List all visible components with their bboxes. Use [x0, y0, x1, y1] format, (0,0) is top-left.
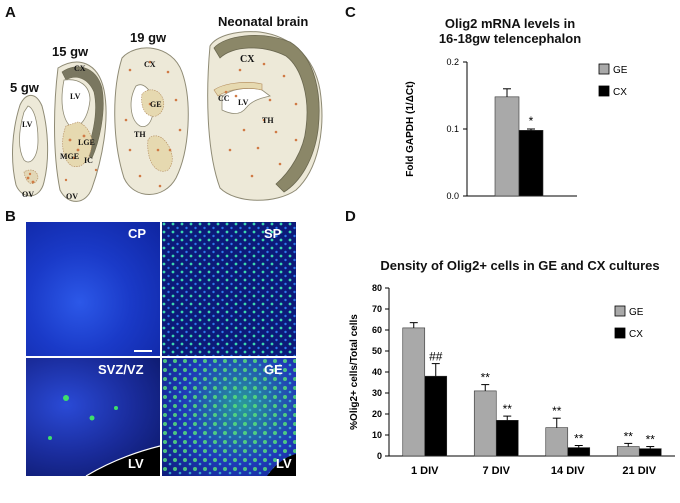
micrograph-label-sp: SP	[264, 226, 282, 241]
region-neonatal-lv: LV	[238, 98, 249, 107]
micrograph-svz-vz	[26, 358, 160, 476]
brain-15gw-ge	[62, 121, 93, 167]
brain-19gw-lower-ge	[147, 135, 173, 172]
region-15gw-ov: OV	[66, 192, 78, 201]
panel-letter-a: A	[5, 4, 16, 21]
brain-neonatal-ventricle	[221, 88, 271, 114]
chart-d-category-label: 21 DIV	[622, 465, 656, 477]
chart-d-tick-label: 0	[377, 451, 382, 461]
micrograph-label-cp: CP	[128, 226, 147, 241]
chart-d-bar-ge	[545, 427, 569, 457]
stage-label-5gw: 5 gw	[10, 80, 39, 95]
micrograph-sp	[162, 222, 296, 356]
region-5gw-lv: LV	[22, 120, 33, 129]
chart-d: 0 10 20 30 40 50 60 70 80 %Olig2+ cells/Total cel…	[349, 283, 675, 477]
region-19gw-ge: GE	[150, 100, 162, 109]
olig2-cell-dots	[26, 60, 298, 188]
chart-d-annotation: **	[552, 404, 562, 418]
chart-c-legend-swatch-ge	[598, 63, 610, 75]
chart-d-category-label: 7 DIV	[482, 465, 510, 477]
brain-neonatal-cortex	[213, 35, 320, 193]
chart-d-bar-ge	[616, 446, 640, 457]
chart-d-legend-swatch-cx	[614, 327, 626, 339]
micrograph-label-lv-1: LV	[128, 456, 144, 471]
region-15gw-cx: CX	[74, 64, 86, 73]
chart-d-annotation: **	[481, 371, 491, 385]
brain-5gw-ventricle	[19, 105, 39, 163]
stage-label-19gw: 19 gw	[130, 30, 167, 45]
chart-d-annotation: **	[646, 433, 656, 447]
chart-d-annotation: **	[624, 429, 634, 443]
svz-overlay	[48, 395, 160, 476]
chart-c-tick-label: 0.1	[446, 124, 459, 134]
stage-label-neonatal: Neonatal brain	[218, 14, 309, 29]
region-19gw-cx: CX	[144, 60, 156, 69]
chart-c-title-line2: 16-18gw telencephalon	[438, 31, 582, 46]
brain-neonatal-cc	[213, 82, 263, 97]
chart-c-title-line1: Olig2 mRNA levels in	[444, 16, 576, 31]
chart-d-tick-label: 40	[372, 367, 382, 377]
chart-d-tick-label: 30	[372, 388, 382, 398]
chart-c-legend-label-cx: CX	[613, 87, 627, 98]
chart-c-tick-label: 0.2	[446, 57, 459, 67]
region-15gw-lge: LGE	[78, 138, 95, 147]
chart-c-tick-label: 0.0	[446, 191, 459, 201]
chart-c-y-label: Fold GAPDH (1/ΔCt)	[405, 81, 416, 177]
chart-d-tick-label: 20	[372, 409, 382, 419]
chart-c-bar-cx	[518, 130, 544, 197]
chart-c-annotation: *	[529, 114, 534, 128]
region-15gw-mge: MGE	[60, 152, 80, 161]
brain-5gw-ov	[23, 169, 39, 184]
chart-d-bar-cx	[424, 375, 448, 457]
region-neonatal-th: TH	[262, 116, 274, 125]
chart-d-bar-ge	[402, 327, 426, 457]
chart-c: 0.0 0.1 0.2 Fold GAPDH (1/ΔCt) * GE CX	[405, 57, 628, 201]
chart-d-category-label: 1 DIV	[411, 465, 439, 477]
chart-d-tick-label: 70	[372, 304, 382, 314]
chart-d-title: Density of Olig2+ cells in GE and CX cul…	[380, 258, 660, 273]
chart-d-annotation: **	[503, 402, 513, 416]
panel-letter-b: B	[5, 208, 16, 225]
chart-d-tick-label: 10	[372, 430, 382, 440]
chart-d-legend-label-cx: CX	[629, 329, 643, 340]
ge-cell-pattern	[162, 358, 296, 476]
region-15gw-ic: IC	[84, 156, 93, 165]
chart-c-legend-label-ge: GE	[613, 65, 628, 76]
chart-d-tick-label: 50	[372, 346, 382, 356]
chart-d-legend-swatch-ge	[614, 305, 626, 317]
chart-d-bar-cx	[638, 448, 662, 457]
region-neonatal-cc: CC	[218, 94, 230, 103]
chart-d-tick-label: 80	[372, 283, 382, 293]
stage-label-15gw: 15 gw	[52, 44, 89, 59]
micrograph-label-svz-vz: SVZ/VZ	[98, 362, 144, 377]
scale-bar	[134, 350, 152, 352]
region-5gw-ov: OV	[22, 190, 34, 199]
micrograph-cp	[26, 222, 160, 356]
chart-d-bar-cx	[567, 447, 591, 457]
micrograph-label-lv-2: LV	[276, 456, 292, 471]
panel-letter-c: C	[345, 4, 356, 21]
region-19gw-th: TH	[134, 130, 146, 139]
chart-d-y-label: %Olig2+ cells/Total cells	[349, 314, 360, 430]
panel-letter-d: D	[345, 208, 356, 225]
region-15gw-lv: LV	[70, 92, 81, 101]
micrograph-ge	[162, 358, 296, 476]
chart-c-legend-swatch-cx	[598, 85, 610, 97]
brain-19gw-ge	[141, 89, 165, 117]
chart-d-tick-label: 60	[372, 325, 382, 335]
chart-c-bar-ge	[494, 96, 520, 197]
region-neonatal-cx: CX	[240, 54, 255, 65]
micrograph-label-ge: GE	[264, 362, 283, 377]
brain-development-illustration	[12, 31, 323, 202]
brain-neonatal-outline	[207, 31, 323, 201]
brain-15gw-ventricle	[61, 79, 91, 128]
chart-d-bar-ge	[473, 390, 497, 457]
sp-cell-pattern	[162, 222, 296, 356]
chart-c-title: Olig2 mRNA levels in 16-18gw telencephal…	[400, 16, 620, 46]
chart-d-category-label: 14 DIV	[551, 465, 585, 477]
chart-d-bar-cx	[495, 420, 519, 457]
chart-d-annotation: ##	[429, 350, 443, 364]
chart-d-legend-label-ge: GE	[629, 307, 644, 318]
chart-d-annotation: **	[574, 432, 584, 446]
